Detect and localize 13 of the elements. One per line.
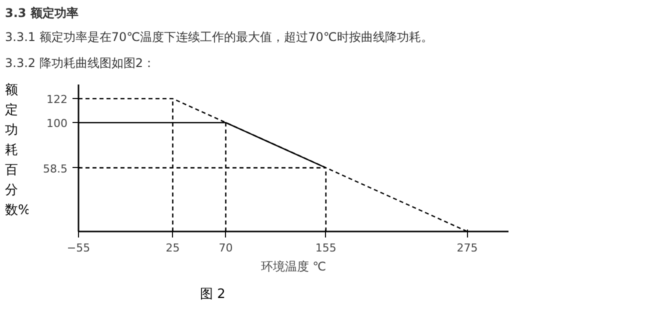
chart-title: 3.3 额定功率 <box>5 5 78 22</box>
x-tick-label: 25 <box>166 242 180 254</box>
x-tick-label: 70 <box>218 242 233 254</box>
x-tick-label: 275 <box>456 242 478 254</box>
y-tick-label: 58.5 <box>43 162 68 176</box>
text: 3.3.1 额定功率是在70℃温度下连续工作的最大值，超过70℃时按曲线降功耗。 <box>5 29 433 46</box>
x-tick-label: 155 <box>315 242 336 254</box>
text: 3.3.2 降功耗曲线图如图2： <box>5 55 155 72</box>
y-tick-label: 100 <box>46 117 68 130</box>
caption: 图 2 <box>200 286 226 304</box>
x-tick-label: −55 <box>66 242 90 254</box>
y-tick-label: 122 <box>46 93 68 106</box>
x-axis-title: 环境温度 ℃ <box>260 260 326 274</box>
